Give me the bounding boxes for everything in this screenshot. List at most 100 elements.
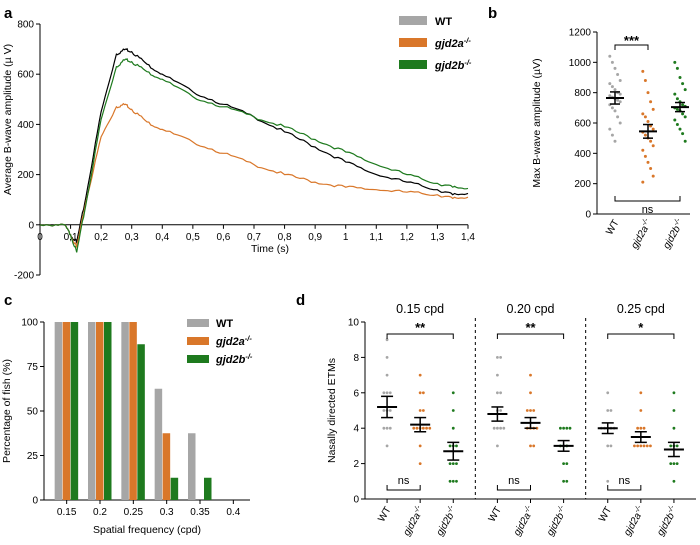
data-point <box>618 79 622 83</box>
data-point <box>639 444 643 448</box>
x-tick-label: 1,2 <box>400 232 414 243</box>
subpanel-title: 0.20 cpd <box>507 302 555 316</box>
data-point <box>610 133 614 137</box>
data-point <box>385 356 389 359</box>
panel-d-scatter-chart: 0 2 4 6 8 10 Nasally directed ETMs 0.15 cpd WT gj… <box>326 302 696 538</box>
data-point <box>529 391 532 395</box>
data-point <box>451 409 455 412</box>
x-axis-title: Time (s) <box>251 243 289 255</box>
bar-WT <box>188 433 196 500</box>
x-tick-label: 1,1 <box>369 232 383 243</box>
data-point <box>382 426 386 430</box>
data-point <box>672 409 676 412</box>
x-tick-label: 0,3 <box>125 232 139 243</box>
significance-bracket <box>496 333 565 339</box>
data-point <box>502 426 506 430</box>
x-tick-label: 0.3 <box>160 507 174 518</box>
data-point <box>669 462 673 465</box>
x-tick-label: WT <box>376 505 393 524</box>
data-point <box>651 144 655 148</box>
series-line-gjd2a <box>39 102 469 248</box>
data-point <box>646 160 650 164</box>
bar-gjd2a <box>96 322 104 500</box>
data-point <box>606 409 610 412</box>
series-line-gjd2b <box>39 58 469 253</box>
significance-label: ** <box>415 320 426 335</box>
y-tick-label: 800 <box>574 88 591 99</box>
legend-label-WT: WT <box>435 16 452 28</box>
ns-bracket <box>386 485 421 491</box>
data-point <box>678 76 682 79</box>
data-point <box>651 107 655 111</box>
significance-bracket <box>607 333 675 339</box>
x-tick-label: gjd2b-/- <box>659 216 687 251</box>
data-point <box>418 391 422 395</box>
legend-swatch-WT <box>187 319 209 327</box>
data-point <box>616 72 620 76</box>
data-point <box>636 426 640 430</box>
data-point <box>681 112 685 116</box>
data-point <box>618 121 622 125</box>
x-tick-label: WT <box>604 218 621 237</box>
ns-label: ns <box>618 475 630 487</box>
x-tick-label: gjd2b-/- <box>653 503 681 538</box>
legend-swatch-gjd2a <box>187 337 209 345</box>
data-point <box>639 409 643 412</box>
data-point <box>421 391 425 395</box>
data-point <box>388 426 392 430</box>
data-point <box>646 91 650 95</box>
data-point <box>455 444 458 448</box>
y-tick-label: 600 <box>17 70 34 81</box>
legend-swatch-gjd2b <box>399 60 427 69</box>
y-tick-label: 100 <box>21 318 38 329</box>
data-point <box>382 409 386 412</box>
data-point <box>639 391 643 395</box>
data-point <box>645 444 649 448</box>
y-tick-label: 10 <box>348 318 360 329</box>
data-point <box>606 391 610 395</box>
significance-label: * <box>638 320 644 335</box>
data-point <box>639 426 643 430</box>
data-point <box>681 132 685 136</box>
x-tick-label: 0.4 <box>226 507 240 518</box>
data-point <box>562 462 565 465</box>
data-point <box>385 426 389 430</box>
x-tick-label: gjd2a-/- <box>627 216 655 251</box>
legend-swatch-WT <box>399 16 427 25</box>
data-point <box>425 426 428 430</box>
y-tick-label: 1000 <box>569 58 592 69</box>
data-point <box>529 444 532 448</box>
data-point <box>382 391 386 395</box>
data-point <box>673 118 677 122</box>
data-point <box>675 444 679 448</box>
x-tick-label: 0,8 <box>278 232 292 243</box>
x-tick-label: 0,7 <box>247 232 261 243</box>
x-axis-title: Spatial frequency (cpd) <box>93 524 201 536</box>
legend-label-gjd2a: gjd2a-/- <box>434 36 471 50</box>
x-tick-label: 0 <box>37 232 43 243</box>
data-point <box>610 60 614 64</box>
data-point <box>651 174 655 178</box>
data-point <box>681 103 685 107</box>
data-point <box>673 92 677 96</box>
data-point <box>643 133 647 137</box>
data-point <box>496 356 499 359</box>
data-point <box>608 82 612 86</box>
data-point <box>636 444 640 448</box>
ns-label: ns <box>508 475 520 487</box>
y-tick-label: -200 <box>14 271 34 282</box>
data-point <box>641 69 645 73</box>
data-point <box>496 391 499 395</box>
data-point <box>646 119 650 123</box>
x-tick-label: gjd2a-/- <box>399 503 427 538</box>
data-point <box>649 167 653 170</box>
data-point <box>565 462 569 465</box>
data-point <box>418 462 422 465</box>
panel-b-letter: b <box>488 5 497 22</box>
data-point <box>675 123 679 127</box>
data-point <box>609 409 613 412</box>
data-point <box>643 115 647 119</box>
x-tick-label: gjd2b-/- <box>432 503 460 538</box>
panel-a-letter: a <box>4 5 13 22</box>
data-point <box>565 426 569 430</box>
